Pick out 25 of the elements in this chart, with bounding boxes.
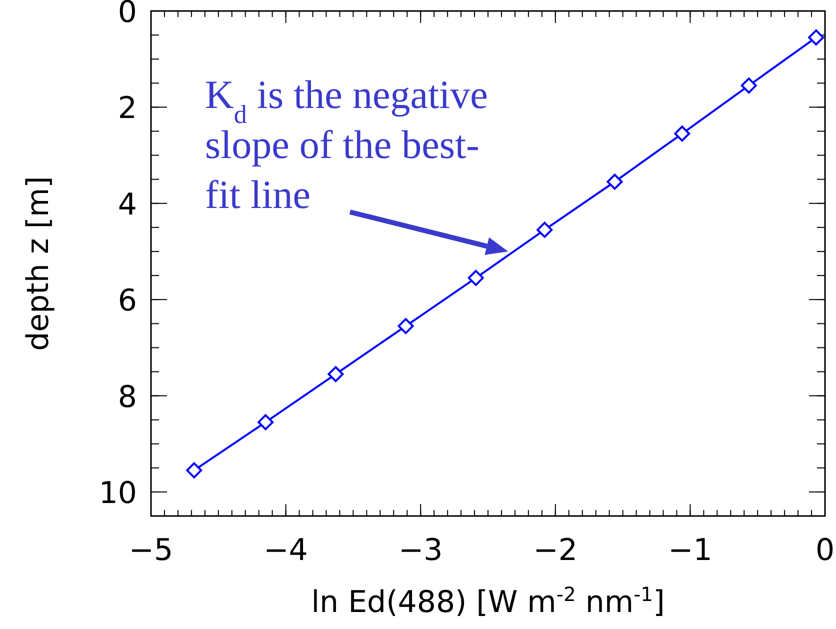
y-tick-label: 10 — [98, 476, 137, 511]
point — [808, 29, 824, 46]
point — [186, 462, 202, 478]
x-tick-label: −1 — [668, 533, 712, 568]
point — [606, 174, 623, 190]
point — [398, 318, 414, 334]
point — [328, 366, 344, 382]
y-tick-label: 4 — [118, 187, 137, 222]
y-tick-label: 8 — [118, 380, 137, 415]
y-tick-label: 2 — [118, 91, 137, 126]
x-tick-label: −2 — [533, 533, 578, 568]
annotation: K$_{d}$ is the negative slope of the best-fit line — [205, 72, 488, 217]
x-tick-label: −3 — [398, 533, 443, 568]
point — [536, 222, 553, 238]
point — [674, 126, 690, 142]
x-tick-label: −4 — [264, 533, 308, 568]
point — [468, 270, 484, 286]
x-tick-label: 0 — [815, 533, 835, 568]
x-tick-label: −5 — [128, 533, 174, 568]
point — [258, 414, 274, 430]
y-tick-label: 6 — [118, 284, 137, 319]
y-tick-label: 0 — [118, 0, 137, 30]
point — [740, 78, 757, 94]
x-axis-title: ln Ed(488) [W m$^{-2}$ nm$^{-1}$] — [311, 582, 665, 620]
y-axis-title: depth z [m] — [21, 176, 56, 351]
